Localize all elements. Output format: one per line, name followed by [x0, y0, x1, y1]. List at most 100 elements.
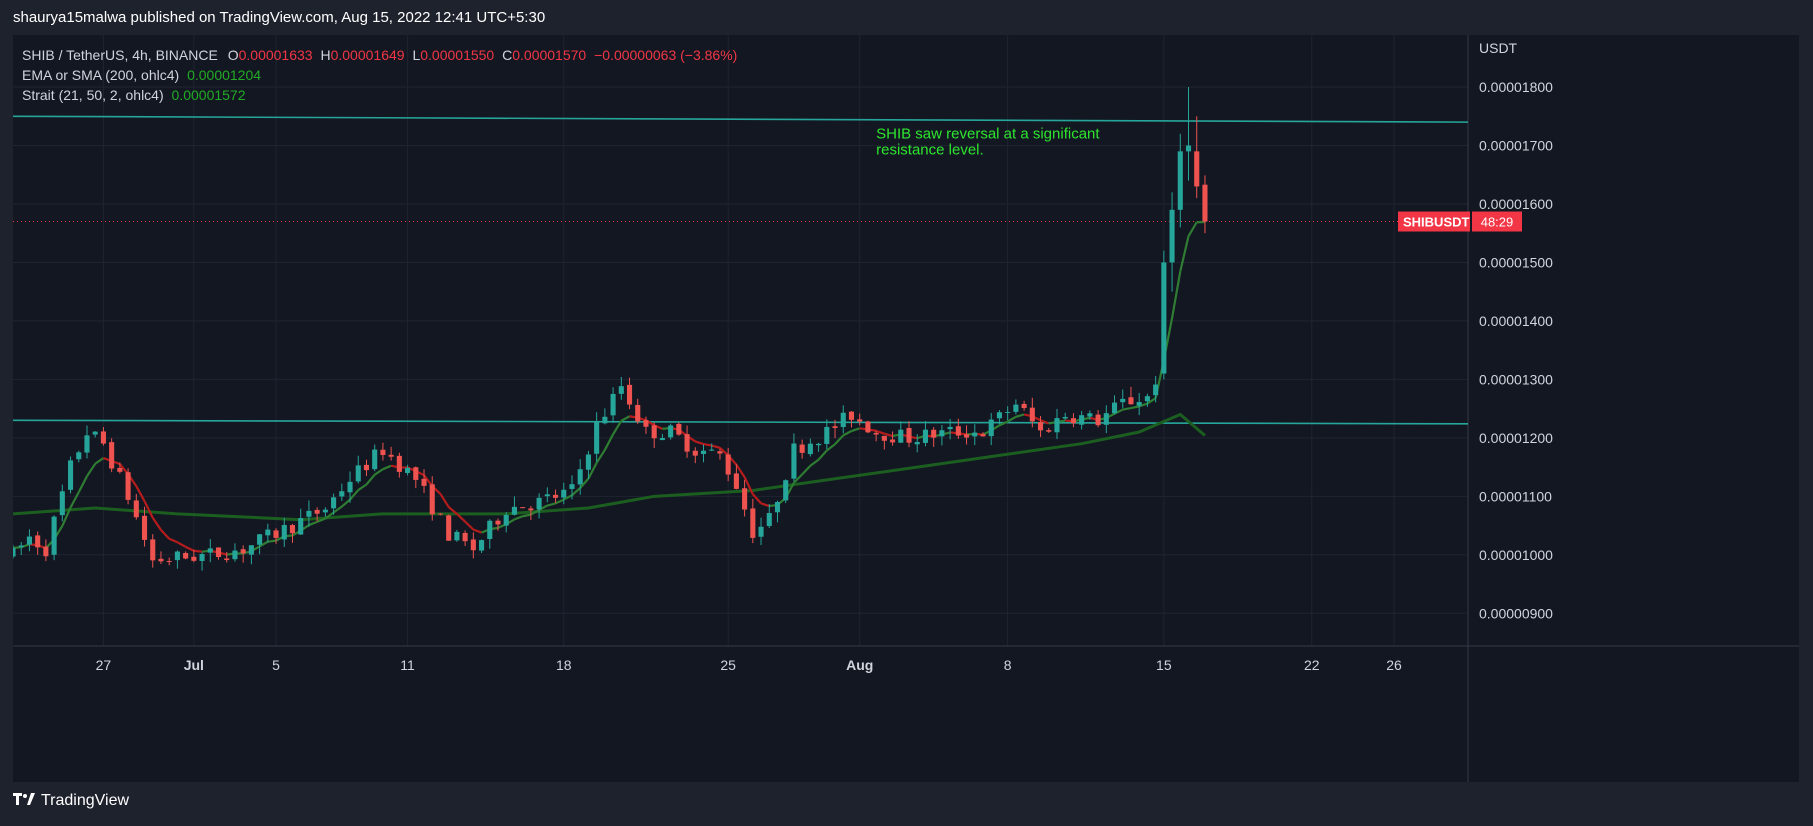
- strait-line-segment: [801, 465, 812, 476]
- candle-body: [807, 443, 813, 455]
- candle: [692, 447, 698, 464]
- strait-line-segment: [743, 476, 754, 495]
- candle: [552, 489, 559, 504]
- candle: [955, 418, 961, 439]
- candle-body: [133, 500, 139, 518]
- candle: [13, 544, 16, 559]
- x-tick-label: Aug: [846, 657, 873, 673]
- candle: [569, 475, 575, 500]
- chart-area[interactable]: 0.00000900 0.00001000 0.00001100 0.00001200…: [13, 35, 1799, 782]
- candle-body: [626, 384, 633, 405]
- strait-line-segment: [332, 505, 343, 514]
- candle-body: [191, 556, 197, 561]
- strait-line-segment: [998, 420, 1009, 427]
- candle: [1029, 397, 1035, 428]
- candle: [610, 387, 616, 423]
- candle: [1202, 175, 1208, 234]
- candle: [437, 513, 444, 516]
- candle-body: [692, 450, 698, 456]
- candle: [18, 542, 24, 556]
- candle-body: [643, 420, 649, 427]
- candle-body: [183, 553, 189, 559]
- candle: [873, 430, 879, 442]
- candle: [520, 507, 526, 509]
- candle: [314, 507, 320, 522]
- candle: [109, 438, 115, 473]
- candle-body: [1070, 418, 1076, 424]
- strait-line-segment: [447, 506, 458, 515]
- candle: [372, 444, 378, 472]
- candle-body: [281, 525, 287, 540]
- candle-body: [1128, 397, 1134, 405]
- candle-body: [117, 467, 123, 472]
- candle-body: [289, 525, 296, 534]
- candle: [388, 446, 394, 461]
- legend-low-value: 0.00001550: [420, 47, 495, 63]
- strait-line-segment: [547, 502, 556, 507]
- candle-body: [479, 540, 485, 551]
- candle: [594, 412, 600, 463]
- candle-body: [939, 430, 945, 437]
- candle: [1103, 405, 1109, 434]
- strait-line-segment: [571, 487, 581, 497]
- strait-line-segment: [77, 475, 88, 493]
- candle-body: [980, 434, 986, 437]
- strait-line-segment: [514, 515, 524, 521]
- strait-line-segment: [760, 502, 770, 508]
- candle-body: [758, 526, 764, 537]
- candle: [67, 456, 74, 494]
- strait-line-segment: [135, 485, 146, 502]
- x-tick-label: 25: [720, 657, 736, 673]
- legend-indicator-ema[interactable]: EMA or SMA (200, ohlc4) 0.00001204: [22, 65, 737, 85]
- candle-body: [13, 547, 16, 557]
- candle-body: [503, 514, 509, 526]
- strait-line-segment: [612, 420, 623, 435]
- candle-body: [906, 427, 912, 443]
- strait-line-segment: [86, 463, 97, 477]
- candle-body: [1144, 396, 1150, 402]
- strait-line-segment: [357, 483, 368, 491]
- candle: [183, 551, 189, 560]
- candle: [84, 425, 90, 459]
- strait-line-segment: [160, 529, 170, 540]
- publish-header: shaurya15malwa published on TradingView.…: [13, 9, 546, 26]
- candle: [380, 442, 386, 461]
- candle: [536, 493, 542, 519]
- candle-body: [331, 497, 337, 509]
- candle-body: [462, 532, 468, 542]
- candle: [454, 529, 460, 542]
- strait-line-segment: [884, 432, 893, 438]
- candle-body: [380, 449, 386, 456]
- candle-body: [890, 439, 896, 443]
- strait-line-segment: [1007, 415, 1017, 423]
- x-tick-label: 15: [1156, 657, 1172, 673]
- candle-body: [125, 472, 131, 500]
- candle: [479, 539, 485, 553]
- candle-body: [783, 480, 789, 501]
- price-chart[interactable]: 0.00000900 0.00001000 0.00001100 0.00001200…: [13, 35, 1799, 782]
- strait-line-segment: [193, 549, 203, 553]
- candle: [100, 427, 106, 446]
- candle: [248, 545, 254, 565]
- symbol-badge-bg: [1398, 211, 1470, 232]
- symbol-badge-label: SHIBUSDT: [1403, 215, 1470, 230]
- resistance-line: [13, 115, 1469, 123]
- strait-line-segment: [316, 517, 326, 523]
- candle-body: [668, 425, 674, 438]
- candle: [643, 416, 649, 434]
- candle-body: [18, 545, 24, 548]
- candle-body: [347, 481, 353, 493]
- candle-body: [84, 435, 90, 453]
- candle: [232, 543, 238, 562]
- candle: [396, 452, 402, 478]
- strait-line-segment: [1015, 413, 1025, 418]
- footer-brand[interactable]: TradingView: [13, 792, 129, 810]
- candle-body: [232, 550, 238, 560]
- candle: [470, 532, 476, 559]
- candle: [922, 421, 929, 447]
- y-tick-label: 0.00001800: [1479, 79, 1553, 95]
- candle-body: [413, 467, 419, 480]
- candle-body: [1169, 209, 1175, 263]
- legend-indicator-strait[interactable]: Strait (21, 50, 2, ohlc4) 0.00001572: [22, 85, 737, 105]
- candle: [824, 419, 830, 450]
